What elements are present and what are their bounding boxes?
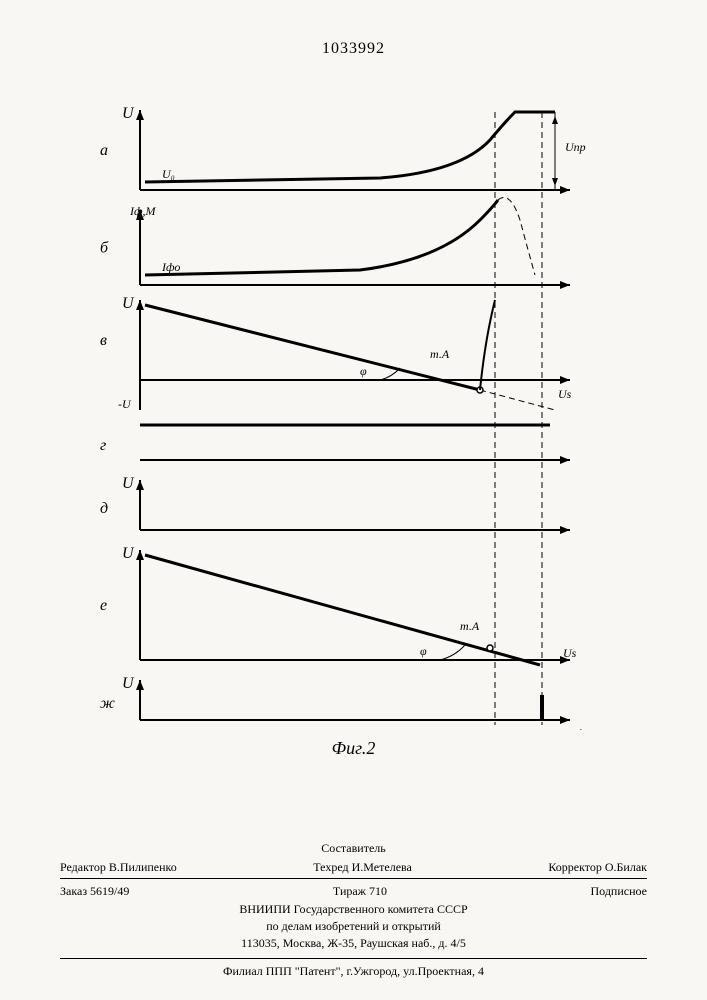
svg-text:б: б bbox=[100, 240, 109, 257]
tirazh: Тираж 710 bbox=[333, 883, 387, 900]
branch-info: Филиал ППП "Патент", г.Ужгород, ул.Проек… bbox=[223, 964, 484, 978]
svg-text:U₀: U₀ bbox=[162, 167, 175, 181]
svg-text:е: е bbox=[100, 597, 107, 614]
editor-name: В.Пилипенко bbox=[109, 860, 177, 874]
org-address: 113035, Москва, Ж-35, Раушская наб., д. … bbox=[60, 935, 647, 952]
svg-text:U: U bbox=[122, 545, 135, 562]
figure-caption: Фиг.2 bbox=[332, 738, 376, 759]
svg-text:ж: ж bbox=[100, 695, 115, 712]
svg-text:а: а bbox=[100, 142, 108, 159]
svg-text:г: г bbox=[100, 437, 106, 454]
svg-text:-U: -U bbox=[118, 397, 132, 411]
svg-text:Us: Us bbox=[563, 646, 577, 660]
tech-name: И.Метелева bbox=[352, 860, 412, 874]
svg-text:Iфо: Iфо bbox=[161, 260, 180, 274]
svg-text:Us: Us bbox=[558, 387, 572, 401]
footer: Составитель Редактор В.Пилипенко Техред … bbox=[60, 840, 647, 980]
footer-branch: Филиал ППП "Патент", г.Ужгород, ул.Проек… bbox=[60, 958, 647, 980]
svg-text:Uпр: Uпр bbox=[565, 140, 586, 154]
footer-credits: Редактор В.Пилипенко Техред И.Метелева К… bbox=[60, 859, 647, 879]
org-line-2: по делам изобретений и открытий bbox=[60, 918, 647, 935]
editor-label: Редактор bbox=[60, 860, 106, 874]
document-number: 1033992 bbox=[322, 40, 385, 58]
svg-text:φ: φ bbox=[360, 364, 367, 378]
corrector-name: О.Билак bbox=[605, 860, 647, 874]
corrector-label: Корректор bbox=[548, 860, 602, 874]
svg-text:U: U bbox=[122, 475, 135, 492]
svg-text:т.А: т.А bbox=[430, 347, 450, 361]
svg-text:U: U bbox=[122, 105, 135, 122]
svg-text:t: t bbox=[578, 725, 583, 730]
svg-text:д: д bbox=[100, 500, 108, 517]
svg-text:Iф,М: Iф,М bbox=[129, 204, 157, 218]
timing-diagram: аUU₀UпрбIф,МIфовU-Uφт.АUsгдUеUφт.АUsжUt bbox=[80, 100, 640, 730]
footer-org: ВНИИПИ Государственного комитета СССР по… bbox=[60, 901, 647, 951]
svg-text:U: U bbox=[122, 295, 135, 312]
org-line-1: ВНИИПИ Государственного комитета СССР bbox=[60, 901, 647, 918]
footer-print-info: Заказ 5619/49 Тираж 710 Подписное bbox=[60, 883, 647, 900]
svg-text:φ: φ bbox=[420, 644, 427, 658]
svg-text:в: в bbox=[100, 332, 107, 349]
compiler-label: Составитель bbox=[321, 841, 385, 855]
svg-text:U: U bbox=[122, 675, 135, 692]
order-number: Заказ 5619/49 bbox=[60, 883, 129, 900]
tech-label: Техред bbox=[313, 860, 348, 874]
svg-text:т.А: т.А bbox=[460, 619, 480, 633]
subscription: Подписное bbox=[591, 883, 648, 900]
